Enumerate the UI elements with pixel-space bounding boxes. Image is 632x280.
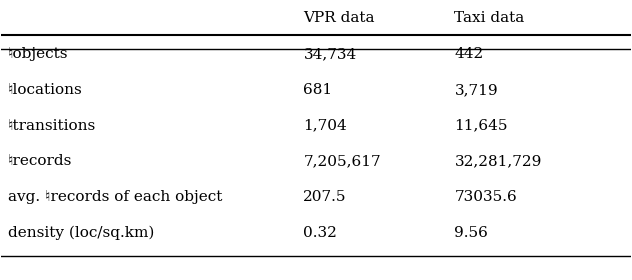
Text: ♮locations: ♮locations xyxy=(8,83,82,97)
Text: 442: 442 xyxy=(454,47,483,61)
Text: ♮transitions: ♮transitions xyxy=(8,119,96,133)
Text: Taxi data: Taxi data xyxy=(454,11,525,25)
Text: ♮objects: ♮objects xyxy=(8,47,68,61)
Text: ♮records: ♮records xyxy=(8,155,72,169)
Text: density (loc/sq.km): density (loc/sq.km) xyxy=(8,226,154,240)
Text: 34,734: 34,734 xyxy=(303,47,356,61)
Text: 3,719: 3,719 xyxy=(454,83,498,97)
Text: avg. ♮records of each object: avg. ♮records of each object xyxy=(8,190,222,204)
Text: 207.5: 207.5 xyxy=(303,190,347,204)
Text: 7,205,617: 7,205,617 xyxy=(303,155,381,169)
Text: 0.32: 0.32 xyxy=(303,226,337,240)
Text: 1,704: 1,704 xyxy=(303,119,347,133)
Text: VPR data: VPR data xyxy=(303,11,375,25)
Text: 73035.6: 73035.6 xyxy=(454,190,517,204)
Text: 681: 681 xyxy=(303,83,332,97)
Text: 11,645: 11,645 xyxy=(454,119,508,133)
Text: 32,281,729: 32,281,729 xyxy=(454,155,542,169)
Text: 9.56: 9.56 xyxy=(454,226,489,240)
